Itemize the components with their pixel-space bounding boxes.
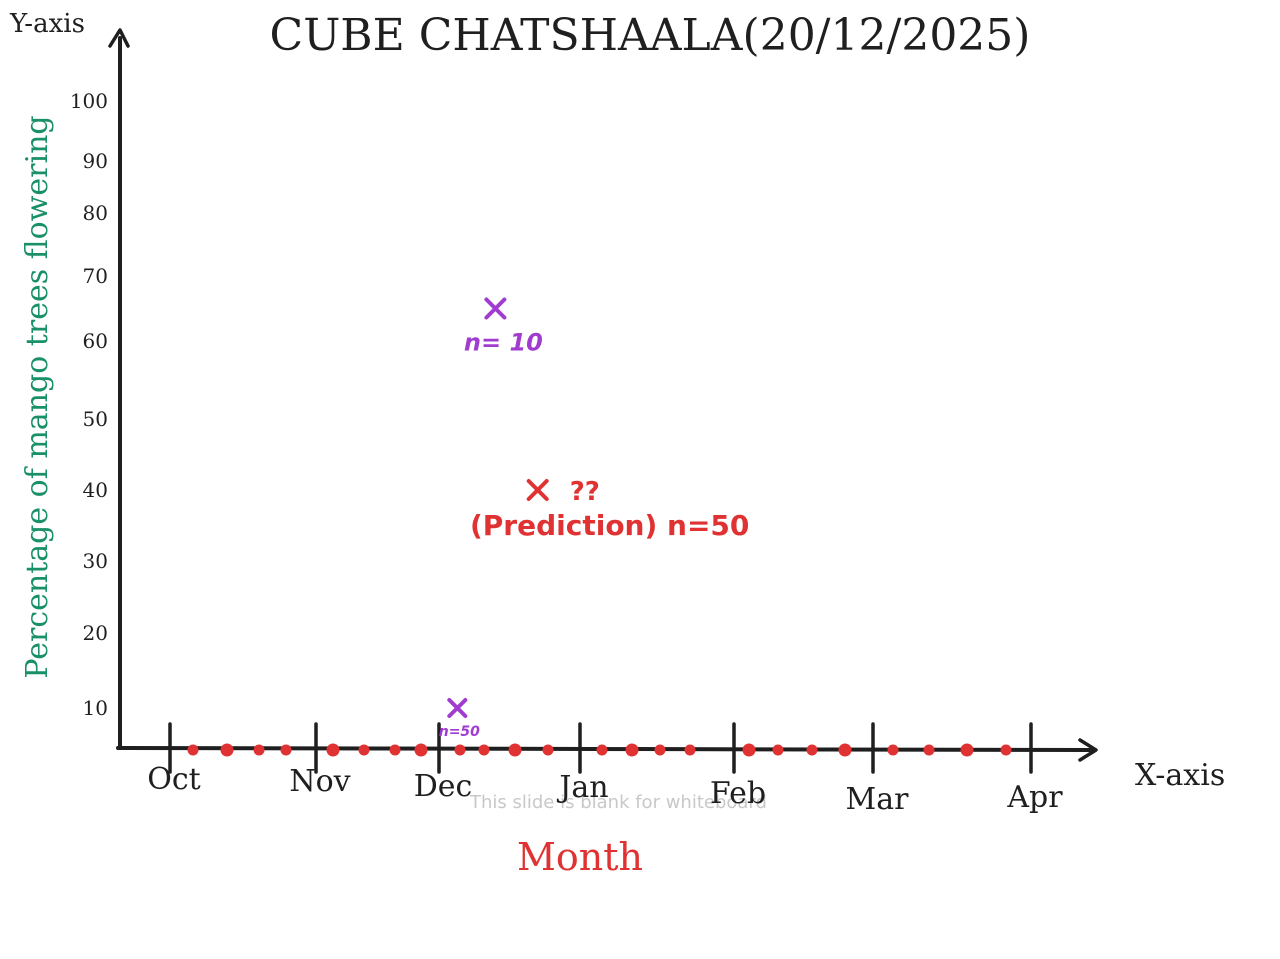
baseline-dot xyxy=(838,743,852,757)
y-tick-label: 20 xyxy=(83,621,108,645)
baseline-dot xyxy=(326,743,340,757)
baseline-dot xyxy=(960,743,974,757)
baseline-dot xyxy=(742,743,756,757)
baseline-dot xyxy=(478,744,490,756)
baseline-dot xyxy=(923,744,935,756)
baseline-dot xyxy=(684,744,696,756)
y-axis-title: Percentage of mango trees flowering xyxy=(20,115,55,678)
baseline-dot xyxy=(220,743,234,757)
y-tick-label: 80 xyxy=(83,201,108,225)
baseline-dot xyxy=(508,743,522,757)
baseline-dot xyxy=(625,743,639,757)
x-tick-label: Feb xyxy=(710,776,766,811)
baseline-dot xyxy=(280,744,292,756)
baseline-dot xyxy=(1000,744,1012,756)
baseline-dot xyxy=(414,743,428,757)
baseline-dot xyxy=(806,744,818,756)
y-axis-name: Y-axis xyxy=(9,9,85,39)
y-tick-label: 70 xyxy=(83,264,108,288)
baseline-dot xyxy=(542,744,554,756)
baseline-dot xyxy=(596,744,608,756)
prediction-note: (Prediction) n=50 xyxy=(470,509,749,542)
x-axis-name: X-axis xyxy=(1135,758,1225,793)
data-point-label: ?? xyxy=(570,477,600,507)
baseline-dots xyxy=(187,743,1012,757)
x-axis-title: Month xyxy=(517,835,643,879)
baseline-dot xyxy=(454,744,466,756)
baseline-dot xyxy=(389,744,401,756)
data-points: n=50 n= 10??(Prediction) n=50 xyxy=(439,297,749,740)
baseline-dot xyxy=(887,744,899,756)
y-tick-label: 50 xyxy=(83,407,108,431)
baseline-dot xyxy=(253,744,265,756)
y-tick-label: 100 xyxy=(70,89,108,113)
y-tick-label: 10 xyxy=(83,696,108,720)
y-tick-label: 60 xyxy=(83,329,108,353)
x-tick-label: Mar xyxy=(846,782,910,817)
baseline-dot xyxy=(654,744,666,756)
x-tick-label: Jan xyxy=(556,770,608,805)
y-tick-label: 40 xyxy=(83,478,108,502)
y-tick-labels: 10 20 30 40 50 60 70 80 90 100 xyxy=(70,89,108,720)
data-point-marker xyxy=(526,479,549,501)
data-point-label: n= 10 xyxy=(464,329,543,357)
baseline-dot xyxy=(358,744,370,756)
data-point-label: n=50 xyxy=(439,724,480,740)
baseline-dot xyxy=(187,744,199,756)
y-tick-label: 30 xyxy=(83,549,108,573)
y-axis xyxy=(108,28,130,750)
x-tick-label: Nov xyxy=(289,764,350,799)
watermark-text: This slide is blank for whiteboard xyxy=(469,792,767,813)
baseline-dot xyxy=(772,744,784,756)
data-point-marker xyxy=(484,297,507,320)
x-axis-month-ticks: Oct Nov Dec Jan Feb Mar Apr xyxy=(147,722,1063,817)
x-tick-label: Oct xyxy=(147,762,200,797)
data-point-marker xyxy=(447,698,468,718)
y-tick-label: 90 xyxy=(83,149,108,173)
x-tick-label: Dec xyxy=(414,769,473,804)
x-tick-label: Apr xyxy=(1006,780,1063,815)
chart-title: CUBE CHATSHAALA(20/12/2025) xyxy=(270,10,1031,61)
